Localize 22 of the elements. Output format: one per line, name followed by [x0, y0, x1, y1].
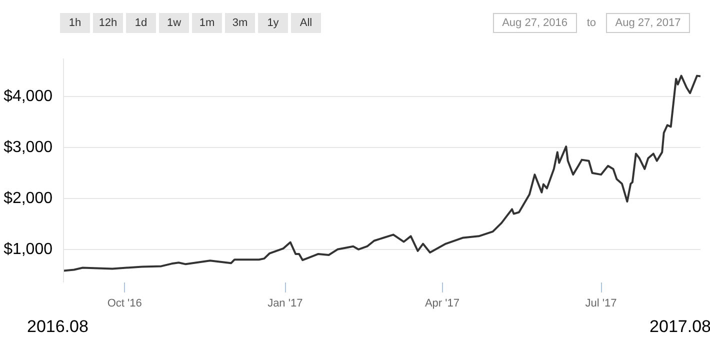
text: 1w: [159, 13, 189, 33]
text: 1h: [60, 13, 90, 33]
text: 2017.08: [650, 317, 710, 337]
x-tick-label: Jul '17: [585, 298, 617, 310]
x-tick-label: Apr '17: [424, 298, 460, 310]
x-tick-label: Oct '16: [107, 298, 142, 310]
text: 1m: [192, 13, 222, 33]
y-tick-label: $3,000: [4, 139, 53, 156]
text: 12h: [93, 13, 123, 33]
text: Aug 27, 2017: [606, 13, 690, 33]
text: 3m: [225, 13, 255, 33]
text: 1y: [258, 13, 288, 33]
line-series: [64, 74, 700, 272]
y-tick-label: $2,000: [4, 190, 53, 207]
text: 1d: [126, 13, 156, 33]
x-tick-label: Jan '17: [268, 298, 303, 310]
y-tick-label: $1,000: [4, 240, 53, 258]
text: to: [586, 17, 596, 29]
text: All: [291, 13, 321, 33]
text: 2016.08: [27, 317, 88, 337]
y-tick-label: $4,000: [4, 88, 53, 106]
text: Aug 27, 2016: [492, 13, 577, 33]
